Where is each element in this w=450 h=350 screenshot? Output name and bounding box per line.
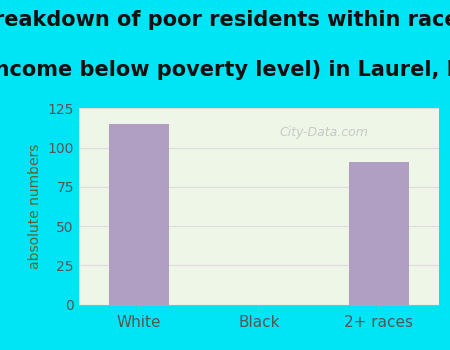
Text: (income below poverty level) in Laurel, IN: (income below poverty level) in Laurel, …	[0, 60, 450, 79]
Bar	[349, 162, 409, 304]
Text: Breakdown of poor residents within races: Breakdown of poor residents within races	[0, 10, 450, 30]
Text: City-Data.com: City-Data.com	[279, 126, 368, 139]
Bar	[109, 124, 169, 304]
Y-axis label: absolute numbers: absolute numbers	[28, 144, 42, 269]
